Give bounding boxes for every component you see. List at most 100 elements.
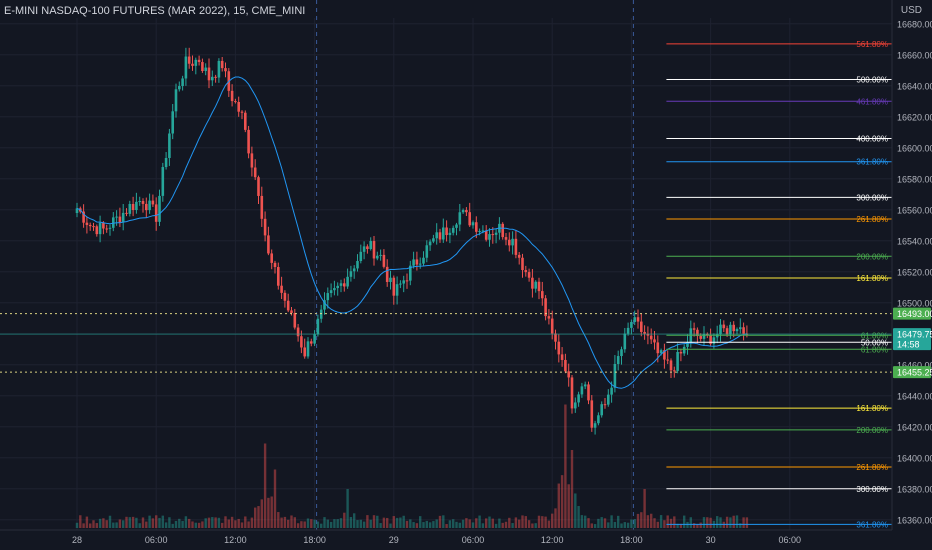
volume-bar <box>452 519 455 528</box>
volume-bar <box>329 521 333 528</box>
volume-bar <box>488 516 491 528</box>
candle-body <box>323 300 326 310</box>
volume-bar <box>296 523 300 528</box>
candle-body <box>191 63 194 66</box>
candle-body <box>527 272 531 278</box>
candle-body <box>234 101 237 103</box>
candle-body <box>475 222 478 232</box>
volume-bar <box>679 523 683 528</box>
price-tick-label: 16600.00 <box>897 143 932 153</box>
candle-body <box>283 292 287 301</box>
candle-body <box>593 423 597 428</box>
candle-body <box>336 285 339 289</box>
volume-bar <box>745 517 749 528</box>
symbol-title[interactable]: E-MINI NASDAQ-100 FUTURES (MAR 2022), 15… <box>4 5 306 17</box>
price-tick-label: 16400.00 <box>897 453 932 463</box>
volume-bar <box>442 515 445 528</box>
volume-bar <box>326 519 329 528</box>
volume-bar <box>118 519 122 528</box>
candle-body <box>531 277 534 289</box>
candles <box>75 47 749 435</box>
price-tick-label: 16500.00 <box>897 298 932 308</box>
volume-bar <box>485 518 488 528</box>
candle-body <box>623 333 627 350</box>
volume-bar <box>511 523 514 528</box>
candle-body <box>409 265 412 281</box>
volume-bar <box>369 519 372 528</box>
price-axis-panel[interactable] <box>892 0 932 550</box>
candle-body <box>306 341 310 357</box>
moving-average-line <box>76 76 748 389</box>
volume-bar <box>663 520 666 528</box>
candle-body <box>626 327 630 334</box>
time-tick-label: 18:00 <box>620 535 643 545</box>
volume-bar <box>673 516 676 528</box>
candle-body <box>577 394 580 403</box>
price-label-countdown: 14:58 <box>897 340 920 350</box>
volume-bar <box>85 516 89 528</box>
volume-bar <box>514 517 518 528</box>
price-tick-label: 16380.00 <box>897 484 932 494</box>
candle-body <box>178 86 181 90</box>
volume-bar <box>527 520 531 528</box>
volume-bar <box>234 520 237 528</box>
volume-bar <box>366 515 369 528</box>
volume-bar <box>267 497 270 528</box>
candle-body <box>349 271 353 277</box>
volume-bar <box>716 516 719 528</box>
candle-body <box>382 254 386 267</box>
candle-body <box>570 377 574 409</box>
volume-bar <box>600 517 603 528</box>
volume-bar <box>306 518 310 528</box>
candle-body <box>277 267 280 286</box>
volume-bar <box>719 517 722 528</box>
candle-body <box>296 327 300 337</box>
currency-label: USD <box>900 5 922 16</box>
volume-bar <box>617 515 620 528</box>
time-tick-label: 18:00 <box>303 535 326 545</box>
candle-body <box>280 285 283 293</box>
candle-body <box>514 238 518 255</box>
candle-body <box>491 234 495 236</box>
candle-body <box>402 280 405 284</box>
volume-bar <box>613 521 617 528</box>
volume-bar <box>201 521 204 528</box>
candle-body <box>135 201 138 211</box>
candle-body <box>131 203 135 211</box>
price-label-box <box>893 328 931 351</box>
candle-body <box>653 339 656 343</box>
candle-body <box>676 351 679 371</box>
candle-body <box>435 232 438 239</box>
time-axis-panel[interactable] <box>0 530 932 550</box>
price-tick-label: 16520.00 <box>897 267 932 277</box>
candle-body <box>211 76 214 81</box>
volume-bar <box>148 515 151 528</box>
volume-bar <box>158 517 161 528</box>
volume-bar <box>178 518 181 528</box>
volume-bar <box>531 523 534 528</box>
time-tick-label: 12:00 <box>541 535 564 545</box>
volume-bar <box>636 513 640 528</box>
candle-body <box>544 298 547 317</box>
candle-body <box>729 324 732 335</box>
fib-level-label: 500.00% <box>856 76 888 85</box>
volume-bar <box>742 517 745 528</box>
volume-bar <box>445 524 448 528</box>
price-label-box <box>893 366 931 379</box>
volume-bar <box>518 519 521 528</box>
candle-body <box>451 227 455 233</box>
volume-bar <box>702 517 706 528</box>
candle-body <box>102 222 105 229</box>
volume-bar <box>310 519 313 528</box>
volume-bar <box>676 523 679 528</box>
volume-bar <box>735 515 739 528</box>
time-tick-label: 06:00 <box>779 535 802 545</box>
candle-body <box>560 354 564 360</box>
candle-body <box>554 333 557 342</box>
candle-body <box>293 313 297 328</box>
volume-bar <box>197 522 201 528</box>
volume-bar <box>356 520 359 528</box>
volume-bar <box>732 515 735 528</box>
